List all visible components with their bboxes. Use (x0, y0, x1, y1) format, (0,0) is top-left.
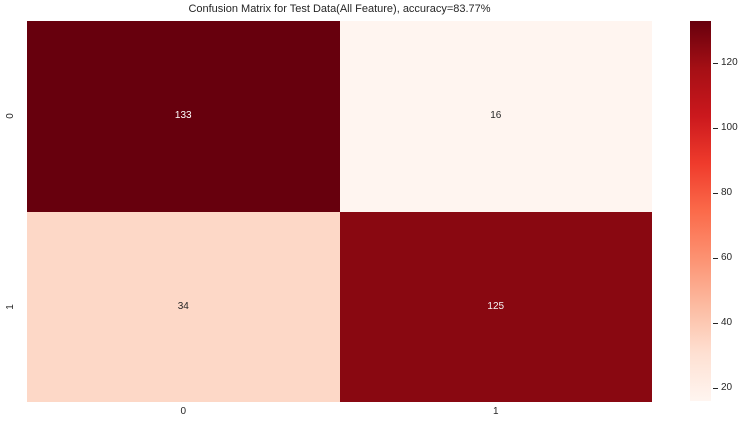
colorbar-tick-100: 100 (711, 122, 738, 134)
tick-mark (713, 322, 718, 324)
colorbar-tick-60: 60 (711, 252, 732, 264)
colorbar-tick-20: 20 (711, 382, 732, 394)
x-axis-tick-labels: 0 1 (27, 406, 652, 420)
chart-title: Confusion Matrix for Test Data(All Featu… (188, 3, 491, 15)
cell-annotation: 133 (174, 110, 192, 122)
tick-mark (713, 62, 718, 64)
tick-label: 20 (721, 382, 733, 393)
heatmap-cell-0-0: 133 (27, 21, 340, 212)
x-tick-label-0: 0 (180, 406, 187, 417)
colorbar-tick-40: 40 (711, 317, 732, 329)
tick-label: 60 (721, 252, 733, 264)
heatmap-cell-1-1: 125 (339, 211, 652, 402)
tick-label: 100 (721, 122, 738, 134)
tick-mark (713, 192, 718, 194)
colorbar-tick-120: 120 (711, 57, 738, 69)
tick-label: 40 (721, 317, 733, 329)
heatmap-cell-0-1: 16 (339, 21, 652, 212)
y-tick-label-0: 0 (4, 113, 16, 119)
heatmap-cell-1-0: 34 (27, 211, 340, 402)
cell-annotation: 125 (487, 300, 505, 312)
cell-annotation: 16 (490, 110, 502, 122)
y-tick-label-1: 1 (4, 304, 16, 310)
colorbar-tick-80: 80 (711, 187, 732, 199)
x-tick-label-1: 1 (492, 406, 499, 417)
colorbar (690, 21, 711, 401)
colorbar-tick-labels: 20 40 60 80 100 120 (711, 21, 744, 401)
tick-label: 80 (721, 187, 733, 199)
tick-mark (713, 127, 718, 129)
cell-annotation: 34 (177, 300, 189, 312)
tick-mark (713, 257, 718, 259)
tick-mark (713, 387, 718, 389)
heatmap-grid: 133 16 34 125 (27, 21, 652, 402)
tick-label: 120 (721, 57, 738, 69)
